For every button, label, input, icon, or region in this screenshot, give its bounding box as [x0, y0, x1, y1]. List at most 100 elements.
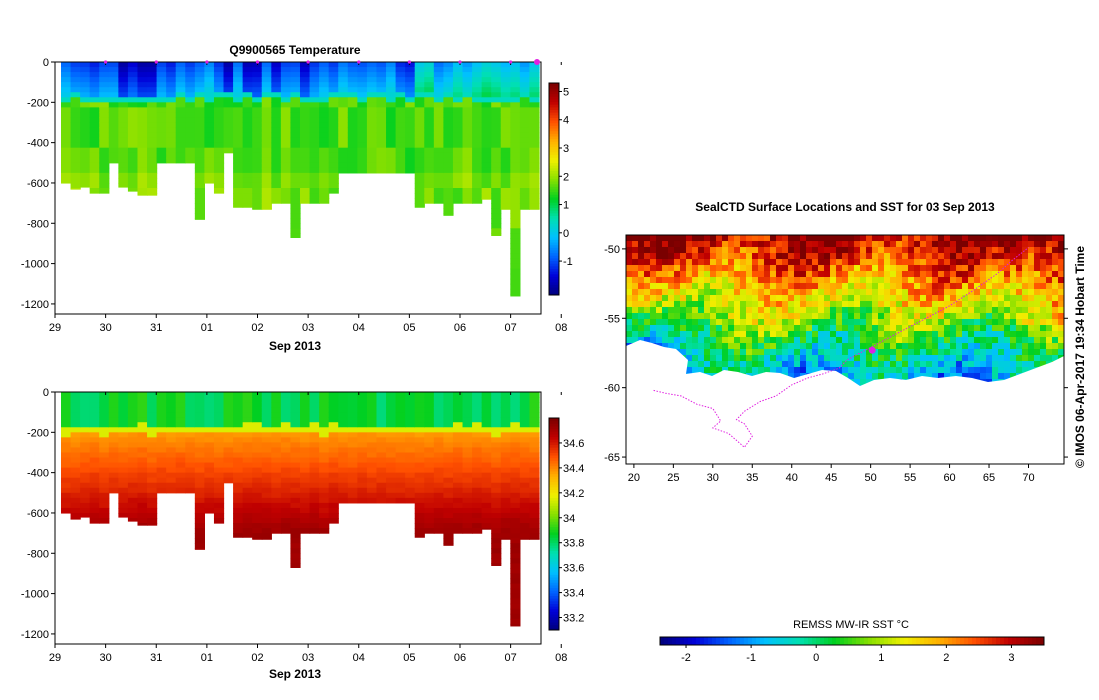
- heatmap-cell: [233, 198, 244, 204]
- heatmap-cell: [252, 112, 263, 119]
- sst-cell: [716, 277, 722, 283]
- heatmap-cell: [347, 397, 358, 403]
- sst-cell: [728, 349, 734, 355]
- sst-cell: [836, 265, 842, 271]
- heatmap-cell: [347, 132, 358, 139]
- sst-cell: [914, 271, 920, 277]
- heatmap-cell: [452, 157, 464, 164]
- sst-cell: [800, 301, 806, 307]
- heatmap-cell: [452, 518, 464, 524]
- heatmap-cell: [500, 482, 511, 489]
- heatmap-cell: [481, 407, 492, 413]
- heatmap-cell: [491, 432, 502, 438]
- heatmap-cell: [194, 203, 205, 209]
- heatmap-cell: [491, 412, 502, 418]
- heatmap-cell: [529, 487, 540, 494]
- sst-cell: [950, 349, 956, 355]
- sst-cell: [806, 349, 812, 355]
- heatmap-cell: [280, 402, 292, 408]
- sst-cell: [944, 337, 950, 343]
- heatmap-cell: [61, 507, 72, 514]
- sst-colorbar-label: REMSS MW-IR SST °C: [793, 619, 909, 631]
- heatmap-cell: [443, 127, 454, 134]
- sst-cell: [746, 331, 752, 337]
- heatmap-cell: [386, 167, 397, 174]
- heatmap-cell: [223, 77, 234, 83]
- heatmap-cell: [261, 407, 272, 413]
- heatmap-cell: [376, 122, 387, 129]
- colorbar-segment: [549, 220, 559, 224]
- sst-cell: [1004, 349, 1010, 355]
- heatmap-cell: [366, 462, 378, 469]
- heatmap-cell: [185, 102, 196, 108]
- colorbar-segment: [549, 449, 559, 453]
- sst-cell: [704, 367, 710, 373]
- heatmap-cell: [242, 142, 253, 149]
- sst-cell: [830, 343, 836, 349]
- heatmap-cell: [395, 112, 406, 119]
- heatmap-cell: [414, 122, 425, 129]
- heatmap-cell: [414, 412, 425, 418]
- sst-cell: [710, 271, 716, 277]
- heatmap-cell: [462, 427, 473, 433]
- heatmap-cell: [491, 228, 502, 234]
- heatmap-cell: [156, 87, 167, 93]
- sst-cell: [746, 265, 752, 271]
- heatmap-cell: [80, 112, 91, 119]
- heatmap-cell: [300, 188, 311, 194]
- sst-cell: [764, 361, 770, 367]
- x-tick-label: 06: [454, 322, 466, 334]
- sst-cell: [938, 277, 944, 283]
- sst-cell: [656, 325, 662, 331]
- sst-cell: [770, 367, 776, 373]
- heatmap-cell: [309, 447, 320, 454]
- heatmap-cell: [395, 412, 406, 418]
- heatmap-cell: [99, 432, 110, 438]
- colorbar-segment: [549, 433, 559, 438]
- heatmap-cell: [452, 172, 464, 179]
- heatmap-cell: [127, 407, 139, 413]
- heatmap-cell: [481, 467, 492, 474]
- heatmap-cell: [529, 203, 540, 209]
- heatmap-cell: [127, 452, 139, 459]
- heatmap-cell: [137, 427, 148, 433]
- heatmap-cell: [405, 117, 416, 124]
- sst-cell: [782, 349, 788, 355]
- sst-cell: [1058, 319, 1064, 325]
- heatmap-cell: [500, 188, 511, 194]
- heatmap-cell: [529, 407, 540, 413]
- sst-cell: [998, 247, 1004, 253]
- sst-cell: [950, 277, 956, 283]
- sst-cell: [698, 295, 704, 301]
- heatmap-cell: [147, 77, 158, 83]
- sst-cell: [728, 277, 734, 283]
- sst-cell: [1022, 235, 1028, 241]
- heatmap-cell: [70, 67, 81, 73]
- heatmap-cell: [147, 97, 158, 103]
- sst-cell: [734, 319, 740, 325]
- heatmap-cell: [319, 127, 330, 134]
- sst-cell: [638, 271, 644, 277]
- sst-cell: [1004, 289, 1010, 295]
- sst-cell: [1022, 271, 1028, 277]
- profile-marker: [306, 60, 310, 64]
- sst-cell: [902, 337, 908, 343]
- sst-cell: [650, 241, 656, 247]
- heatmap-cell: [290, 117, 301, 124]
- heatmap-cell: [338, 477, 349, 484]
- sst-cell: [758, 235, 764, 241]
- sst-cell: [656, 313, 662, 319]
- sst-cell: [908, 325, 914, 331]
- sst-cell: [968, 367, 974, 373]
- heatmap-cell: [424, 422, 435, 428]
- heatmap-cell: [519, 177, 531, 184]
- heatmap-cell: [252, 127, 263, 134]
- heatmap-cell: [357, 67, 368, 73]
- sst-cell: [686, 325, 692, 331]
- heatmap-cell: [395, 497, 406, 504]
- sst-cell: [668, 259, 674, 265]
- heatmap-cell: [80, 497, 91, 504]
- sst-cell: [800, 319, 806, 325]
- sst-cell: [686, 337, 692, 343]
- sst-cell: [854, 289, 860, 295]
